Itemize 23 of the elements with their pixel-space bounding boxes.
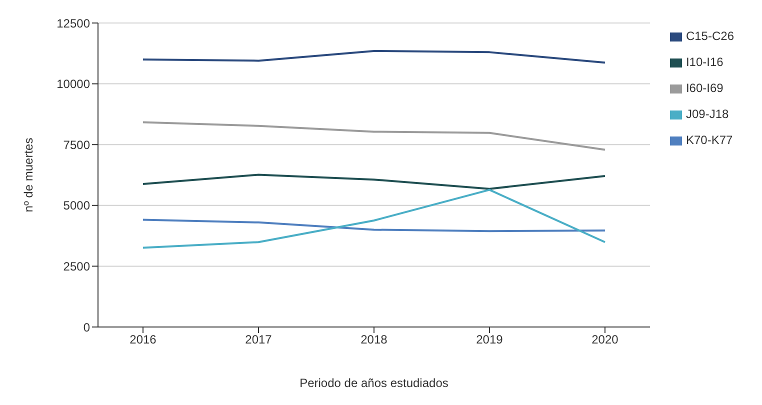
y-tick-label: 0	[83, 320, 90, 334]
legend-label: J09-J18	[686, 107, 729, 121]
y-tick-label: 10000	[56, 77, 90, 92]
legend-label: I60-I69	[686, 81, 724, 95]
y-tick-label: 5000	[63, 198, 90, 213]
line-series	[142, 50, 606, 64]
y-tick-label: 12500	[56, 16, 90, 30]
y-axis-title: nº de muertes	[21, 138, 36, 212]
legend-label: K70-K77	[686, 133, 733, 147]
x-tick-label: 2020	[592, 332, 619, 347]
x-tick-label: 2018	[360, 332, 388, 347]
line-series	[142, 218, 606, 232]
y-tick-label: 2500	[63, 259, 90, 274]
line-series	[142, 174, 606, 190]
x-tick-label: 2016	[130, 332, 157, 347]
x-tick-label: 2019	[476, 332, 504, 347]
x-axis-title: Periodo de años estudiados	[300, 376, 448, 390]
x-tick-label: 2017	[245, 332, 272, 347]
y-tick-label: 7500	[63, 138, 90, 152]
line-series	[142, 188, 606, 249]
line-series	[142, 121, 606, 151]
legend-label: C15-C26	[686, 29, 734, 43]
legend-label: I10-I16	[686, 55, 724, 69]
